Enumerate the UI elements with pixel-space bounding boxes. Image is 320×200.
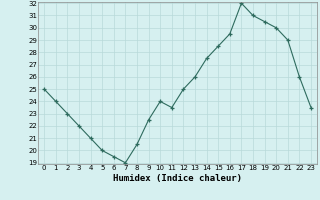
X-axis label: Humidex (Indice chaleur): Humidex (Indice chaleur)	[113, 174, 242, 183]
